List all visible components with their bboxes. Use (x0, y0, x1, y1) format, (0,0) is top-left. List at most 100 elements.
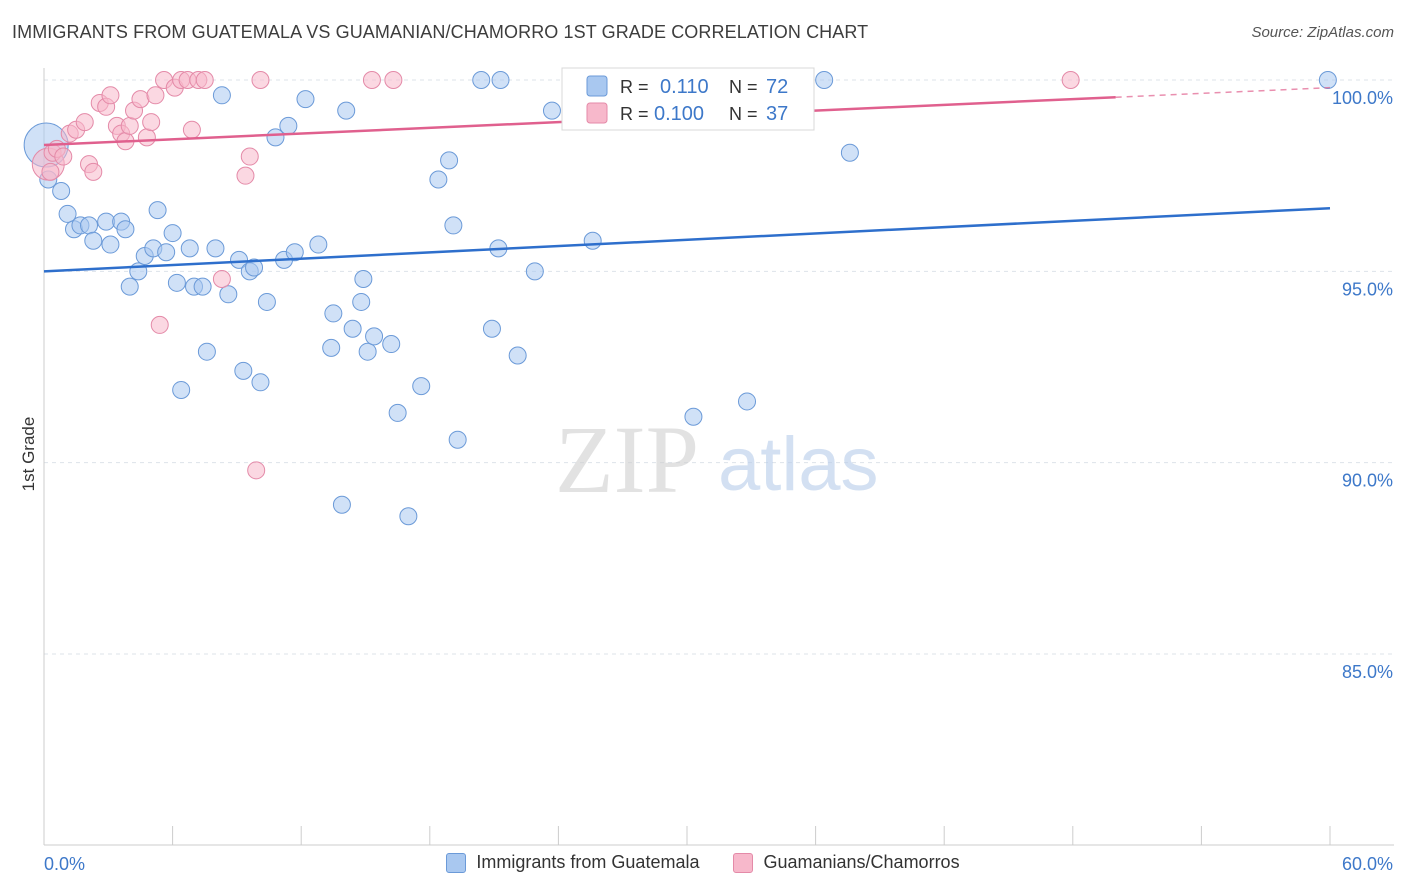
watermark-atlas: atlas (718, 422, 879, 507)
guatemala-point (354, 269, 373, 288)
guatemala-point (230, 250, 249, 269)
guatemala-point (167, 273, 186, 292)
guatemala-point (508, 346, 527, 365)
guatemala-point (322, 338, 341, 357)
chamorro-trend-extension (1115, 86, 1331, 98)
guatemala-point (212, 86, 231, 105)
guatemala-point (285, 243, 304, 262)
x-tick-label: 0.0% (44, 854, 85, 874)
guatemala-point (266, 128, 285, 147)
guatemala-point (440, 151, 459, 170)
stats-r-label-1: R = (620, 77, 649, 97)
chamorro-point (195, 71, 214, 89)
guatemala-point (120, 277, 139, 296)
guatemala-point (583, 231, 602, 250)
chamorro-point (142, 113, 161, 132)
guatemala-point (279, 116, 298, 135)
y-tick-label: 90.0% (1342, 471, 1393, 491)
guatemala-point (206, 239, 225, 258)
guatemala-point (148, 201, 167, 220)
legend: Immigrants from Guatemala Guamanians/Cha… (0, 852, 1406, 873)
guatemala-point (472, 71, 491, 89)
guatemala-point (343, 319, 362, 338)
legend-item-chamorro[interactable]: Guamanians/Chamorros (733, 852, 960, 873)
stats-r-label-2: R = (620, 104, 649, 124)
guatemala-point (525, 262, 544, 281)
guatemala-point (80, 216, 99, 235)
guatemala-point (1318, 71, 1337, 89)
guatemala-point (309, 235, 328, 254)
watermark-zip: ZIP (555, 406, 699, 513)
guatemala-point (157, 243, 176, 262)
x-tick-label: 60.0% (1342, 854, 1393, 874)
chamorro-point (75, 113, 94, 132)
chamorro-point (251, 71, 270, 89)
guatemala-point (491, 71, 510, 89)
legend-swatch-pink (733, 852, 754, 873)
chamorro-point (146, 86, 165, 105)
guatemala-point (332, 495, 351, 514)
guatemala-point (296, 90, 315, 109)
guatemala-point (193, 277, 212, 296)
guatemala-point (52, 181, 71, 200)
chamorro-point (240, 147, 259, 166)
guatemala-point (101, 235, 120, 254)
guatemala-point (542, 101, 561, 120)
axes (43, 68, 1394, 846)
watermark: ZIP atlas (555, 406, 879, 513)
legend-swatch-blue (446, 852, 467, 873)
y-tick-label: 85.0% (1342, 662, 1393, 682)
stats-swatch-blue (586, 75, 608, 97)
guatemala-point (97, 212, 116, 231)
chamorro-point (236, 166, 255, 185)
stats-swatch-pink (586, 102, 608, 124)
y-tick-label: 100.0% (1332, 88, 1393, 108)
guatemala-point (429, 170, 448, 189)
stats-box: R = 0.110 N = 72 R = 0.100 N = 37 (561, 67, 815, 131)
guatemala-point (163, 224, 182, 243)
chamorro-point (54, 147, 73, 166)
stats-r-value-2: 0.100 (654, 103, 704, 125)
guatemala-point (116, 220, 135, 239)
chamorro-point (384, 71, 403, 89)
tick-labels: 85.0% 90.0% 95.0% 100.0% 0.0% 60.0% (44, 88, 1393, 874)
y-tick-label: 95.0% (1342, 279, 1393, 299)
stats-n-label-1: N = (729, 77, 758, 97)
guatemala-point (324, 304, 343, 323)
guatemala-point (388, 403, 407, 422)
legend-label-chamorro: Guamanians/Chamorros (763, 852, 960, 872)
chamorro-point (84, 162, 103, 181)
guatemala-point (482, 319, 501, 338)
chamorro-point (120, 116, 139, 135)
guatemala-point (738, 392, 757, 411)
guatemala-point (245, 258, 264, 277)
guatemala-point (257, 292, 276, 311)
guatemala-point (412, 377, 431, 396)
guatemala-point (815, 71, 834, 89)
chamorro-point (1061, 71, 1080, 89)
guatemala-point (234, 361, 253, 380)
guatemala-point (172, 380, 191, 399)
guatemala-point (84, 231, 103, 250)
chamorro-point (212, 269, 231, 288)
chamorro-point (247, 461, 266, 480)
chamorro-point (137, 128, 156, 147)
stats-n-value-1: 72 (766, 76, 788, 98)
chamorro-point (41, 162, 60, 181)
guatemala-point (58, 204, 77, 223)
guatemala-point (840, 143, 859, 162)
guatemala-point (337, 101, 356, 120)
guatemala-point (352, 292, 371, 311)
guatemala-point (448, 430, 467, 449)
chamorro-point (182, 120, 201, 139)
guatemala-trend-line (43, 206, 1331, 273)
guatemala-point (358, 342, 377, 361)
chamorro-point (131, 90, 150, 109)
legend-item-guatemala[interactable]: Immigrants from Guatemala (446, 852, 699, 873)
guatemala-point (382, 335, 401, 354)
chamorro-point (362, 71, 381, 89)
guatemala-point (444, 216, 463, 235)
guatemala-point (180, 239, 199, 258)
guatemala-point (197, 342, 216, 361)
stats-r-value-1: 0.110 (660, 76, 709, 98)
